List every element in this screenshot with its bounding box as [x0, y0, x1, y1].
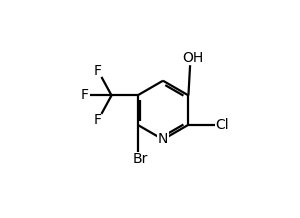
Text: N: N — [158, 133, 168, 146]
Text: Cl: Cl — [215, 118, 229, 132]
Text: F: F — [93, 113, 101, 127]
Text: F: F — [81, 89, 89, 102]
Text: OH: OH — [182, 51, 203, 65]
Text: Br: Br — [132, 152, 148, 166]
Text: F: F — [93, 64, 101, 78]
